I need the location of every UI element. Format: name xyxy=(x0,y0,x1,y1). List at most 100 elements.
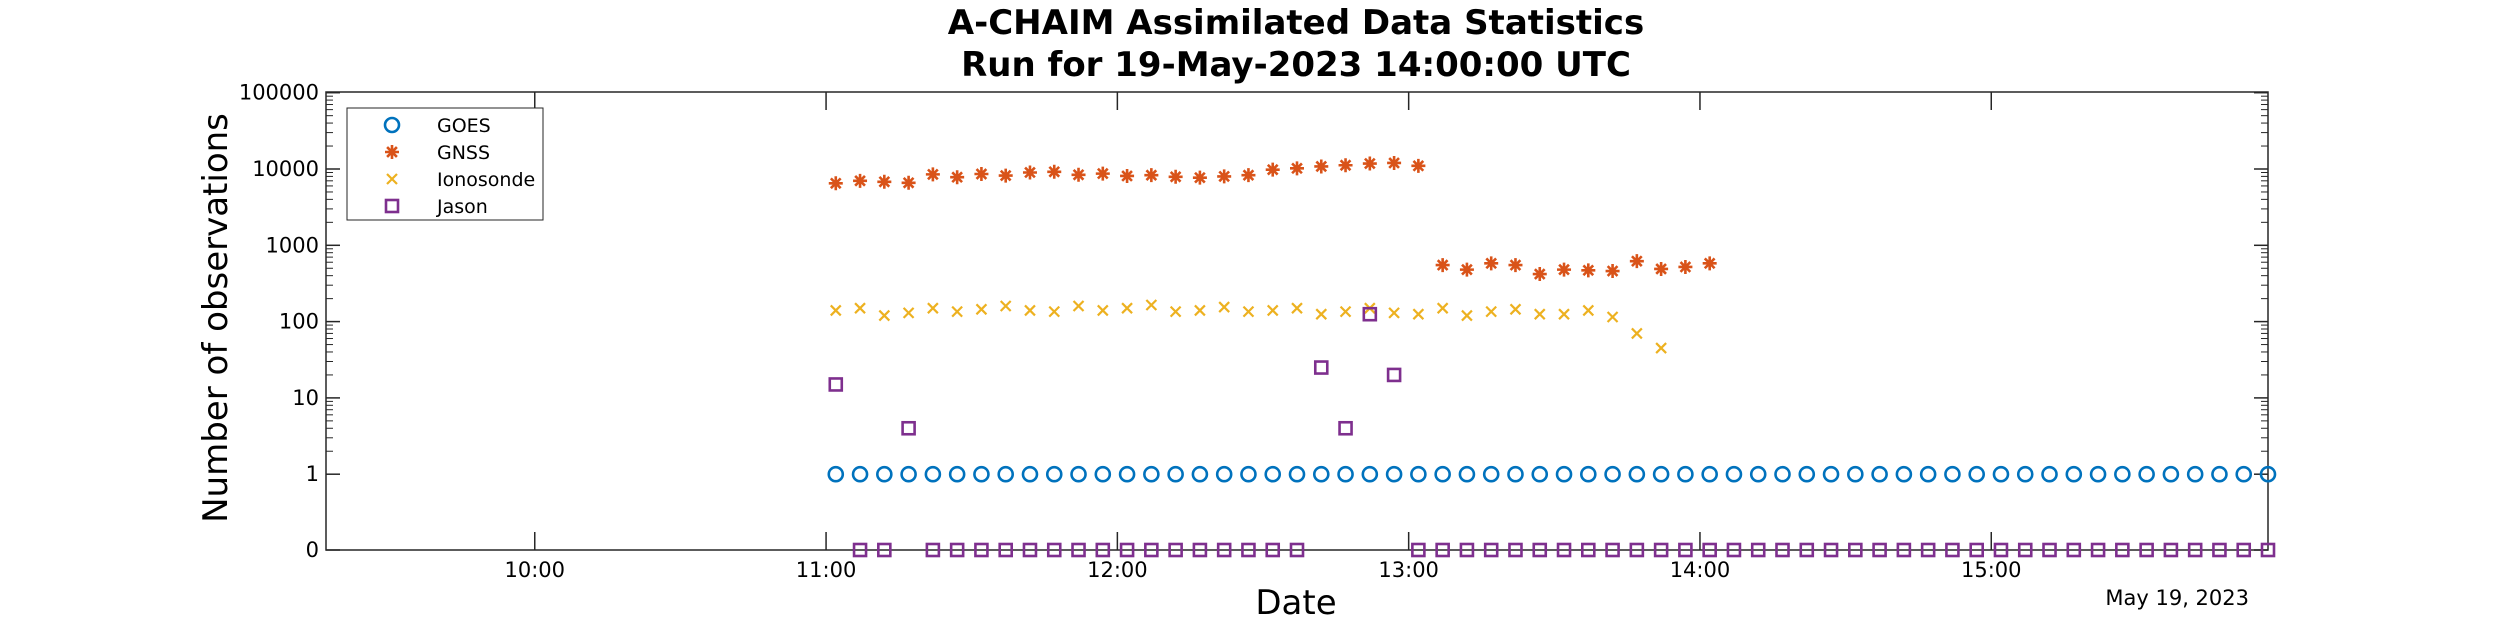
goes-point xyxy=(1070,465,1087,483)
gnss-point xyxy=(828,176,843,191)
gnss-point xyxy=(1047,164,1062,179)
goes-point xyxy=(2235,465,2253,483)
goes-point xyxy=(1021,465,1039,483)
ionosonde-point xyxy=(1436,302,1449,314)
jason-point xyxy=(1945,542,1960,558)
jason-point xyxy=(1119,542,1135,558)
jason-point xyxy=(2236,542,2252,558)
goes-point xyxy=(827,465,845,483)
jason-point xyxy=(1483,542,1499,558)
y-tick-label: 10000 xyxy=(252,157,319,181)
goes-point xyxy=(1847,465,1864,483)
jason-point xyxy=(1702,542,1717,558)
goes-point xyxy=(2186,465,2204,483)
series-gnss xyxy=(828,155,1717,282)
goes-point xyxy=(2041,465,2058,483)
x-axis-ticks: 10:00 11:00 12:00 13:00 14:00 15:00 xyxy=(504,92,2022,582)
x-tick-label: 11:00 xyxy=(796,558,857,582)
ionosonde-point xyxy=(1097,304,1109,317)
x-tick-label: 12:00 xyxy=(1087,558,1148,582)
jason-point xyxy=(901,420,916,436)
legend-label-gnss: GNSS xyxy=(437,142,490,164)
goes-point xyxy=(1385,465,1403,483)
jason-point xyxy=(1459,542,1475,558)
ionosonde-point xyxy=(1533,308,1546,320)
goes-point xyxy=(1798,465,1816,483)
gnss-point xyxy=(1581,263,1596,278)
jason-point xyxy=(2163,542,2179,558)
jason-point xyxy=(1969,542,1984,558)
jason-point xyxy=(2187,542,2203,558)
jason-point xyxy=(1046,542,1062,558)
goes-point xyxy=(1822,465,1840,483)
legend-marker-jason xyxy=(384,198,400,214)
goes-point xyxy=(1118,465,1136,483)
legend-label-ionosonde: Ionosonde xyxy=(437,169,535,191)
jason-point xyxy=(1313,360,1329,375)
ionosonde-point xyxy=(854,302,866,314)
gnss-point xyxy=(1435,258,1450,273)
y-tick-label: 0 xyxy=(306,538,319,562)
jason-point xyxy=(1605,542,1620,558)
goes-point xyxy=(1458,465,1476,483)
y-axis-ticks: 0 1 10 100 1000 10000 100000 xyxy=(239,81,2268,562)
x-tick-label: 10:00 xyxy=(504,558,565,582)
ionosonde-point xyxy=(1266,304,1279,317)
ionosonde-point xyxy=(1388,307,1400,319)
jason-point xyxy=(974,542,989,558)
goes-point xyxy=(1094,465,1112,483)
gnss-point xyxy=(1605,264,1620,279)
goes-point xyxy=(1774,465,1791,483)
gnss-point xyxy=(1314,159,1329,174)
goes-point xyxy=(2114,465,2131,483)
jason-point xyxy=(2017,542,2033,558)
goes-point xyxy=(924,465,942,483)
jason-point xyxy=(1411,542,1426,558)
goes-point xyxy=(1677,465,1694,483)
goes-point xyxy=(1434,465,1451,483)
goes-point xyxy=(2016,465,2034,483)
gnss-point xyxy=(853,173,868,188)
goes-point xyxy=(1264,465,1282,483)
ionosonde-point xyxy=(1509,303,1522,316)
gnss-point xyxy=(1532,267,1547,282)
jason-point xyxy=(949,542,965,558)
jason-point xyxy=(1022,542,1038,558)
gnss-point xyxy=(1120,168,1135,183)
ionosonde-point xyxy=(1339,305,1352,318)
jason-point xyxy=(2115,542,2130,558)
jason-point xyxy=(1896,542,1912,558)
gnss-point xyxy=(877,174,892,189)
goes-point xyxy=(1240,465,1257,483)
goes-point xyxy=(1895,465,1913,483)
ionosonde-point xyxy=(1655,342,1667,354)
ionosonde-point xyxy=(1194,304,1206,317)
jason-point xyxy=(852,542,868,558)
goes-point xyxy=(1288,465,1306,483)
series-goes xyxy=(827,465,2277,483)
series-jason xyxy=(828,306,2276,558)
ionosonde-point xyxy=(975,303,988,316)
jason-point xyxy=(1653,542,1669,558)
ionosonde-point xyxy=(1631,327,1643,340)
chart-subtitle: Run for 19-May-2023 14:00:00 UTC xyxy=(961,45,1631,85)
jason-point xyxy=(2212,542,2227,558)
gnss-point xyxy=(1290,161,1304,176)
legend-marker-goes xyxy=(383,116,401,134)
goes-point xyxy=(900,465,917,483)
ionosonde-point xyxy=(1072,300,1085,312)
goes-point xyxy=(1337,465,1354,483)
jason-point xyxy=(1848,542,1863,558)
jason-point xyxy=(2260,542,2276,558)
gnss-point xyxy=(925,167,940,182)
ionosonde-point xyxy=(1145,299,1158,311)
chart-title: A-CHAIM Assimilated Data Statistics xyxy=(948,3,1644,43)
jason-point xyxy=(2139,542,2154,558)
jason-point xyxy=(1071,542,1086,558)
ionosonde-point xyxy=(927,302,939,314)
ionosonde-point xyxy=(1412,308,1425,320)
jason-point xyxy=(1241,542,1256,558)
gnss-point xyxy=(1071,167,1086,182)
goes-point xyxy=(1531,465,1549,483)
jason-point xyxy=(828,377,844,392)
